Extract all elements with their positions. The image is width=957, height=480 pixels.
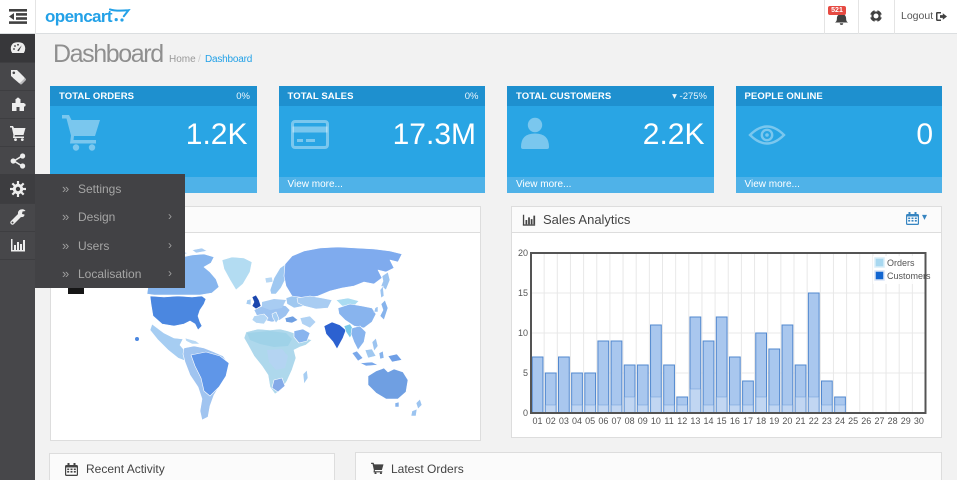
svg-text:05: 05	[585, 416, 595, 426]
svg-text:27: 27	[874, 416, 884, 426]
svg-text:24: 24	[835, 416, 845, 426]
svg-text:21: 21	[796, 416, 806, 426]
svg-text:11: 11	[664, 416, 673, 426]
svg-text:29: 29	[901, 416, 911, 426]
svg-text:18: 18	[756, 416, 766, 426]
svg-text:28: 28	[888, 416, 898, 426]
svg-text:14: 14	[704, 416, 714, 426]
svg-text:01: 01	[533, 416, 543, 426]
svg-text:13: 13	[690, 416, 700, 426]
svg-text:Orders: Orders	[887, 258, 915, 268]
svg-text:30: 30	[914, 416, 924, 426]
svg-text:03: 03	[559, 416, 569, 426]
svg-text:17: 17	[743, 416, 753, 426]
svg-text:12: 12	[677, 416, 687, 426]
svg-text:16: 16	[730, 416, 740, 426]
svg-text:10: 10	[518, 328, 528, 338]
svg-text:15: 15	[717, 416, 727, 426]
svg-text:19: 19	[769, 416, 779, 426]
svg-text:10: 10	[651, 416, 661, 426]
svg-text:Customers: Customers	[887, 271, 931, 281]
svg-text:09: 09	[638, 416, 648, 426]
svg-text:07: 07	[611, 416, 621, 426]
svg-text:25: 25	[848, 416, 858, 426]
svg-text:08: 08	[625, 416, 635, 426]
svg-text:15: 15	[518, 288, 528, 298]
svg-text:20: 20	[518, 248, 528, 258]
svg-text:20: 20	[782, 416, 792, 426]
svg-text:04: 04	[572, 416, 582, 426]
svg-text:02: 02	[546, 416, 556, 426]
svg-text:26: 26	[861, 416, 871, 426]
svg-text:06: 06	[598, 416, 608, 426]
svg-text:22: 22	[809, 416, 819, 426]
svg-text:0: 0	[523, 408, 528, 418]
svg-text:5: 5	[523, 368, 528, 378]
svg-text:23: 23	[822, 416, 832, 426]
